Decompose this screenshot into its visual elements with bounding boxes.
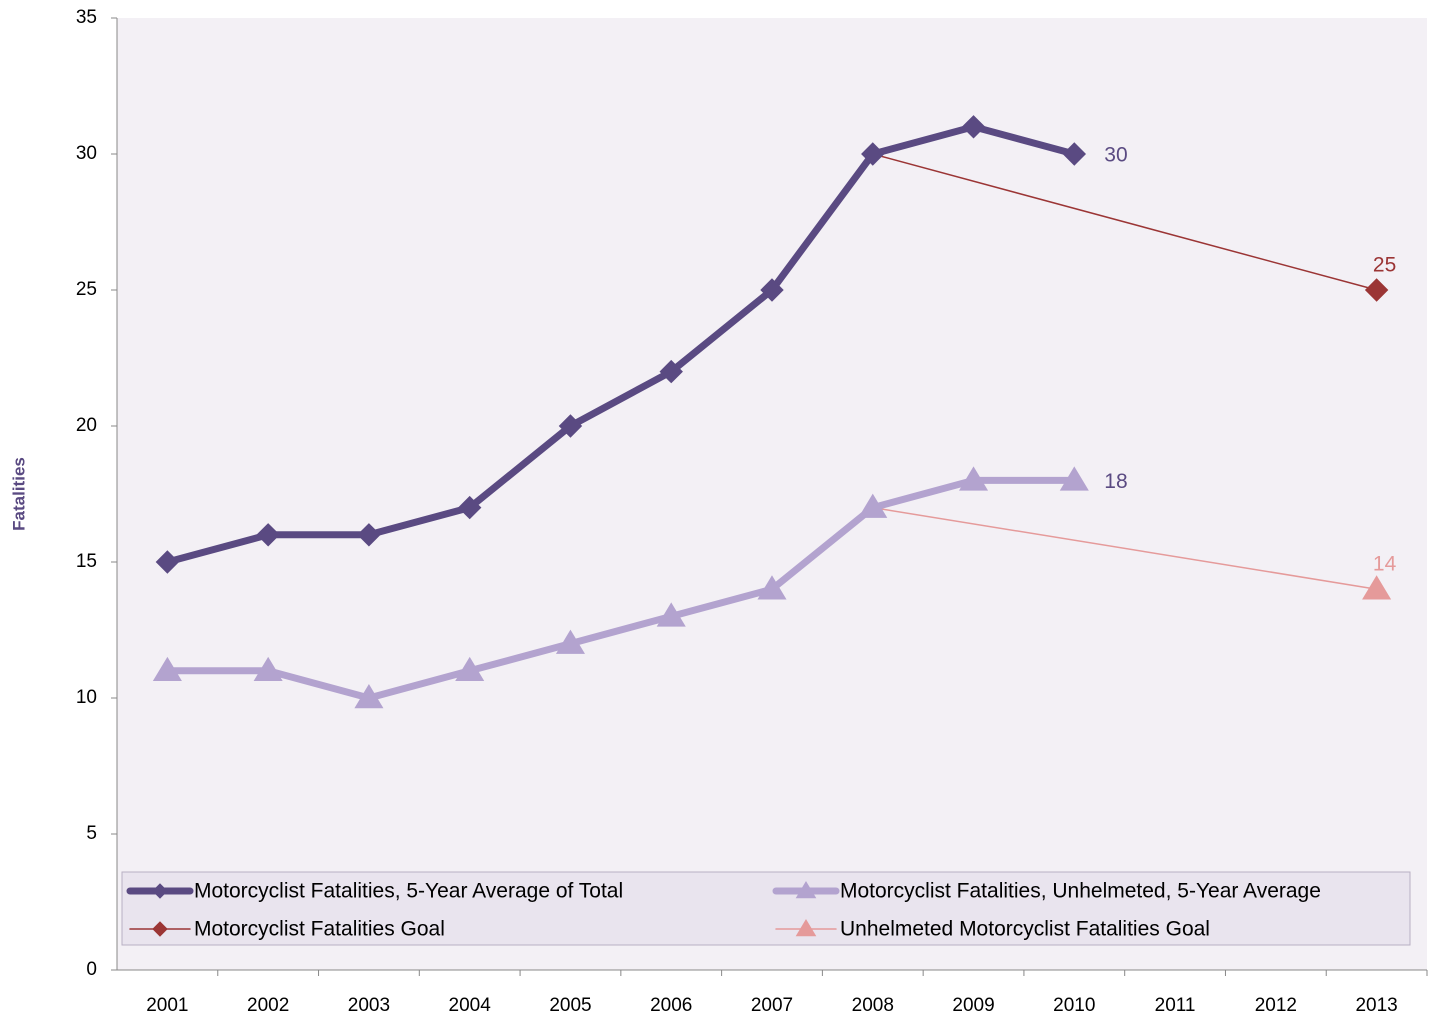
triangle-marker	[455, 656, 485, 682]
x-tick-label: 2008	[852, 995, 894, 1016]
triangle-marker	[959, 466, 989, 491]
triangle-marker	[1059, 466, 1089, 491]
y-tick-label: 20	[76, 415, 97, 436]
y-tick-label: 15	[76, 551, 97, 572]
diamond-marker	[961, 115, 986, 139]
y-tick-label: 10	[76, 687, 97, 708]
data-label: 18	[1104, 470, 1127, 493]
triangle-marker	[1362, 575, 1392, 600]
x-tick-label: 2011	[1155, 995, 1196, 1016]
diamond-marker	[558, 414, 583, 438]
diamond-marker	[152, 921, 168, 937]
diamond-marker	[256, 523, 280, 547]
y-axis-title: Fatalities	[9, 457, 28, 531]
triangle-marker	[795, 881, 817, 899]
triangle-marker	[858, 493, 888, 518]
x-tick-label: 2003	[348, 995, 390, 1016]
data-label: 25	[1373, 254, 1396, 277]
diamond-marker	[152, 883, 168, 899]
diamond-marker	[861, 142, 885, 166]
y-tick-label: 0	[86, 959, 97, 980]
legend-label: Motorcyclist Fatalities Goal	[194, 918, 445, 941]
series-line	[163, 476, 1078, 702]
x-tick-label: 2005	[549, 995, 591, 1016]
x-tick-label: 2013	[1355, 995, 1397, 1016]
diamond-marker	[1364, 278, 1389, 302]
legend	[121, 871, 1411, 946]
series-line	[872, 506, 1378, 590]
legend-label: Motorcyclist Fatalities, Unhelmeted, 5-Y…	[840, 880, 1321, 903]
y-tick-label: 35	[76, 7, 97, 28]
y-tick-label: 30	[76, 143, 97, 164]
triangle-marker	[656, 602, 686, 627]
x-tick-label: 2002	[247, 995, 289, 1016]
data-label: 14	[1373, 553, 1397, 576]
y-tick-label: 5	[86, 823, 97, 844]
x-tick-label: 2004	[449, 995, 492, 1016]
plot-area	[117, 18, 1427, 970]
diamond-marker	[457, 495, 482, 520]
triangle-marker	[757, 575, 787, 600]
x-tick-label: 2006	[650, 995, 692, 1016]
diamond-marker	[155, 550, 180, 574]
triangle-marker	[555, 629, 585, 654]
x-tick-label: 2012	[1255, 995, 1297, 1016]
x-tick-label: 2007	[751, 995, 793, 1016]
diamond-marker	[659, 359, 683, 384]
diamond-marker	[1062, 142, 1087, 166]
triangle-marker	[354, 684, 384, 709]
legend-entries: Motorcyclist Fatalities, 5-Year Average …	[126, 880, 1321, 941]
data-label: 30	[1104, 144, 1127, 167]
marks: 25 14 30 18	[152, 115, 1397, 709]
x-tick-label: 2001	[146, 995, 188, 1016]
triangle-marker	[795, 919, 817, 937]
triangle-marker	[253, 656, 283, 682]
legend-label: Unhelmeted Motorcyclist Fatalities Goal	[840, 918, 1210, 941]
triangle-marker	[152, 656, 182, 682]
diamond-marker	[760, 278, 784, 302]
series-line	[872, 153, 1378, 291]
legend-label: Motorcyclist Fatalities, 5-Year Average …	[194, 880, 623, 903]
diamond-marker	[357, 523, 381, 547]
x-tick-label: 2009	[952, 995, 994, 1016]
series-line	[163, 123, 1078, 566]
x-tick-label: 2010	[1053, 995, 1095, 1016]
y-tick-label: 25	[76, 279, 97, 300]
